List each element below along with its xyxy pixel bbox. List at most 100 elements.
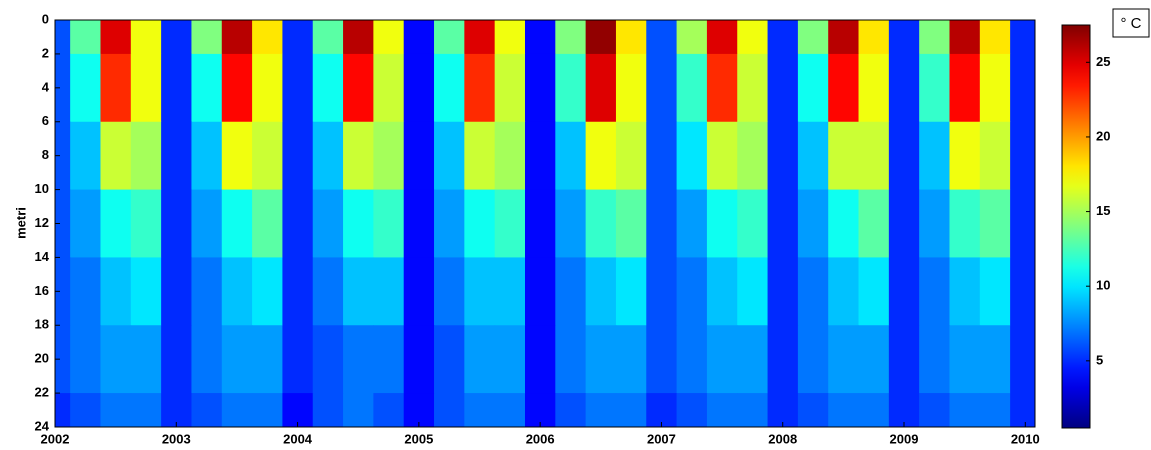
y-tick-label: 24 — [35, 418, 50, 433]
heat-cell — [343, 53, 374, 123]
heat-cell — [888, 393, 920, 427]
heat-cell — [676, 393, 708, 427]
heat-cell — [858, 257, 890, 326]
heat-cell — [979, 189, 1011, 258]
heat-cell — [676, 20, 708, 55]
heat-cell — [161, 53, 192, 123]
heat-cell — [979, 20, 1011, 55]
heat-cell — [494, 121, 526, 191]
heat-cell — [888, 20, 920, 55]
heat-cell — [828, 393, 860, 427]
heat-cell — [494, 20, 526, 55]
heat-cell — [524, 53, 556, 123]
heat-cell — [524, 257, 556, 326]
heat-cell — [797, 20, 829, 55]
x-tick-label: 2010 — [1011, 431, 1040, 446]
heat-cell — [373, 121, 405, 191]
heat-cell — [403, 189, 435, 258]
heat-cell — [585, 121, 617, 191]
heat-cell — [524, 189, 556, 258]
heat-cell — [70, 325, 101, 394]
heat-cell — [373, 393, 405, 427]
heat-cell — [403, 393, 435, 427]
heat-cell — [494, 189, 526, 258]
heat-cell — [646, 53, 678, 123]
heat-cell — [767, 189, 799, 258]
heat-cell — [130, 325, 162, 394]
heat-cell — [100, 257, 132, 326]
heat-cell — [919, 325, 950, 394]
heat-cell — [130, 189, 162, 258]
heat-cell — [312, 20, 344, 55]
heat-cell — [191, 53, 223, 123]
heat-cell — [949, 20, 981, 55]
heat-cell — [312, 257, 344, 326]
heat-cell — [524, 325, 556, 394]
heat-cell — [888, 189, 920, 258]
heat-cell — [1010, 189, 1035, 258]
heat-cell — [100, 393, 132, 427]
heat-cell — [343, 325, 374, 394]
heat-cell — [161, 20, 192, 55]
colorbar-tick-label: 10 — [1096, 278, 1110, 293]
heat-cell — [343, 257, 374, 326]
heat-cell — [888, 53, 920, 123]
y-tick-label: 8 — [42, 147, 49, 162]
heat-cell — [494, 257, 526, 326]
heat-cell — [343, 20, 374, 55]
heat-cell — [434, 189, 465, 258]
x-tick-label: 2002 — [41, 431, 70, 446]
heat-cell — [221, 325, 253, 394]
heat-cell — [706, 189, 738, 258]
heat-cell — [191, 325, 223, 394]
y-tick-label: 0 — [42, 11, 49, 26]
heat-cell — [403, 325, 435, 394]
heat-cell — [100, 53, 132, 123]
heat-cell — [979, 325, 1011, 394]
heat-cell — [55, 53, 71, 123]
heat-cell — [221, 20, 253, 55]
x-tick-label: 2006 — [526, 431, 555, 446]
heat-cell — [615, 53, 647, 123]
heat-cell — [403, 53, 435, 123]
heat-cell — [282, 20, 314, 55]
heat-cell — [585, 53, 617, 123]
heat-cell — [676, 257, 708, 326]
heat-cell — [858, 393, 890, 427]
heat-cell — [767, 53, 799, 123]
colorbar — [1061, 24, 1091, 429]
heat-cell — [464, 53, 496, 123]
heat-cell — [252, 257, 283, 326]
heat-cell — [555, 121, 587, 191]
heat-cell — [434, 53, 465, 123]
heat-cell — [828, 325, 860, 394]
heat-cell — [343, 189, 374, 258]
heat-cell — [130, 121, 162, 191]
heat-cell — [555, 325, 587, 394]
heat-cell — [706, 20, 738, 55]
heat-cell — [343, 393, 374, 427]
heat-cell — [919, 121, 950, 191]
heat-cell — [494, 325, 526, 394]
heat-cell — [797, 393, 829, 427]
heat-cell — [979, 53, 1011, 123]
heat-cell — [737, 325, 769, 394]
heat-cell — [403, 20, 435, 55]
heat-cell — [828, 53, 860, 123]
heat-cell — [646, 121, 678, 191]
heat-cell — [70, 257, 101, 326]
heat-cell — [949, 189, 981, 258]
y-tick-label: 18 — [35, 317, 49, 332]
heat-cell — [737, 121, 769, 191]
heat-cell — [585, 20, 617, 55]
colorbar-label-box — [1112, 8, 1150, 38]
y-tick-label: 2 — [42, 45, 49, 60]
heat-cell — [646, 189, 678, 258]
colorbar-tick-label: 5 — [1096, 352, 1103, 367]
colorbar-tick-label: 15 — [1096, 203, 1110, 218]
heat-cell — [949, 121, 981, 191]
heat-cell — [828, 20, 860, 55]
heat-cell — [191, 20, 223, 55]
x-tick-label: 2003 — [162, 431, 191, 446]
heat-cell — [979, 121, 1011, 191]
